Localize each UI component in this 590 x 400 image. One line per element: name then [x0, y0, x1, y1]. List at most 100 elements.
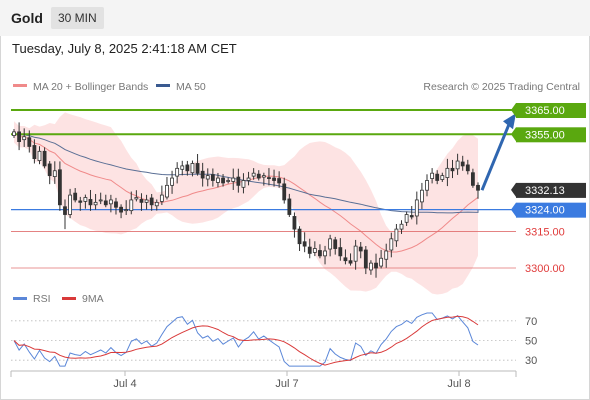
x-tick-label-jul7: Jul 7 [275, 378, 298, 390]
candle-body-29 [159, 194, 164, 202]
candlesticks [12, 122, 480, 278]
candle-body-30 [165, 184, 169, 198]
candle-body-63 [333, 239, 338, 249]
chart-header: Gold 30 MIN [0, 0, 590, 36]
candle-body-2 [22, 136, 27, 141]
candle-body-77 [404, 214, 409, 223]
candle-body-17 [98, 199, 103, 202]
candle-body-13 [78, 200, 83, 203]
candle-body-48 [256, 173, 261, 179]
candle-body-4 [32, 145, 37, 160]
candle-body-5 [37, 150, 42, 161]
candle-body-78 [409, 215, 414, 218]
timeframe-badge[interactable]: 30 MIN [51, 7, 104, 29]
candle-body-19 [108, 199, 113, 205]
candle-body-20 [114, 201, 118, 208]
candle-body-16 [93, 201, 98, 206]
candle-body-35 [190, 163, 195, 174]
candle-body-14 [83, 197, 88, 202]
candle-body-58 [307, 246, 312, 254]
candle-body-47 [251, 172, 256, 177]
candle-body-11 [68, 194, 72, 215]
candle-body-31 [170, 177, 174, 186]
candle-body-87 [455, 160, 460, 170]
candle-body-25 [139, 199, 144, 203]
rsi-level-label-50: 50 [525, 336, 537, 348]
candle-body-75 [394, 228, 399, 242]
candle-body-33 [180, 165, 185, 170]
price-tag-pointer-3324.00 [511, 202, 516, 217]
candle-body-8 [52, 170, 57, 178]
candle-body-60 [318, 250, 322, 257]
instrument-title: Gold [11, 10, 43, 26]
rsi-ma-line [13, 315, 479, 366]
price-tag-bg-3332.13 [516, 182, 586, 198]
candle-body-59 [312, 248, 317, 253]
candle-body-45 [241, 180, 246, 188]
forecast-arrow-shaft [480, 123, 511, 191]
candle-body-1 [17, 131, 21, 142]
candle-body-3 [27, 137, 32, 147]
candle-body-21 [119, 206, 123, 213]
candle-body-51 [272, 177, 276, 181]
rsi-line [13, 312, 479, 367]
candle-body-38 [205, 175, 210, 180]
price-label-3300.00: 3300.00 [525, 263, 565, 275]
candle-body-34 [185, 164, 190, 172]
bollinger-band-fill [14, 112, 478, 295]
candle-body-82 [430, 172, 435, 179]
candle-body-68 [358, 246, 363, 252]
candle-body-15 [88, 199, 93, 206]
price-tag-pointer-3355.00 [511, 127, 516, 142]
rsi-ma-legend-swatch [62, 297, 76, 300]
price-tag-3365.00: 3365.00 [525, 105, 565, 117]
price-tag-bg-3365.00 [516, 103, 586, 118]
candle-body-23 [129, 199, 134, 212]
candle-body-12 [73, 192, 78, 201]
candle-body-80 [420, 189, 424, 203]
candle-body-76 [399, 223, 404, 230]
price-tag-3355.00: 3355.00 [525, 129, 565, 141]
candle-body-50 [267, 177, 271, 179]
candle-body-37 [200, 170, 205, 179]
forecast-arrow [480, 113, 516, 191]
main-legend: MA 20 + Bollinger Bands MA 50 Research ©… [13, 81, 580, 93]
candle-body-62 [328, 238, 333, 250]
candle-body-70 [369, 262, 373, 271]
candle-body-40 [216, 177, 220, 183]
candle-body-74 [389, 238, 394, 251]
candle-body-46 [246, 177, 251, 181]
price-tag-3332.13: 3332.13 [525, 185, 565, 197]
candle-body-42 [226, 180, 231, 182]
candle-body-54 [287, 198, 292, 215]
ma50-legend-label: MA 50 [176, 81, 206, 93]
ma20-legend-label: MA 20 + Bollinger Bands [33, 81, 148, 93]
price-tag-bg-3355.00 [516, 127, 586, 143]
price-tags: 3365.00 3355.00 3332.13 3324.00 3315.00 3300.… [511, 103, 586, 275]
price-label-3315.00: 3315.00 [525, 227, 565, 239]
candle-body-44 [236, 176, 241, 186]
candle-body-26 [144, 199, 149, 203]
candle-body-57 [302, 241, 307, 247]
candle-body-72 [379, 257, 384, 267]
candle-body-53 [282, 183, 287, 201]
candle-body-49 [261, 175, 266, 178]
candle-body-7 [47, 163, 52, 177]
rsi-level-label-70: 70 [525, 316, 537, 328]
rsi-panel: 70 50 30 [11, 312, 537, 367]
candle-body-56 [297, 228, 302, 245]
rsi-level-label-30: 30 [525, 355, 537, 367]
candle-body-41 [221, 177, 225, 184]
candle-body-24 [134, 197, 139, 200]
candle-body-10 [63, 206, 67, 215]
rsi-legend-swatch [13, 297, 27, 300]
x-tick-label-jul4: Jul 4 [113, 378, 136, 390]
candle-body-84 [440, 175, 445, 180]
candle-body-86 [450, 167, 455, 172]
price-tag-pointer-3365.00 [511, 103, 516, 117]
candle-body-22 [124, 209, 129, 212]
candle-body-28 [154, 201, 159, 207]
rsi-ma-legend-label: 9MA [82, 293, 104, 305]
candle-body-64 [338, 247, 343, 257]
